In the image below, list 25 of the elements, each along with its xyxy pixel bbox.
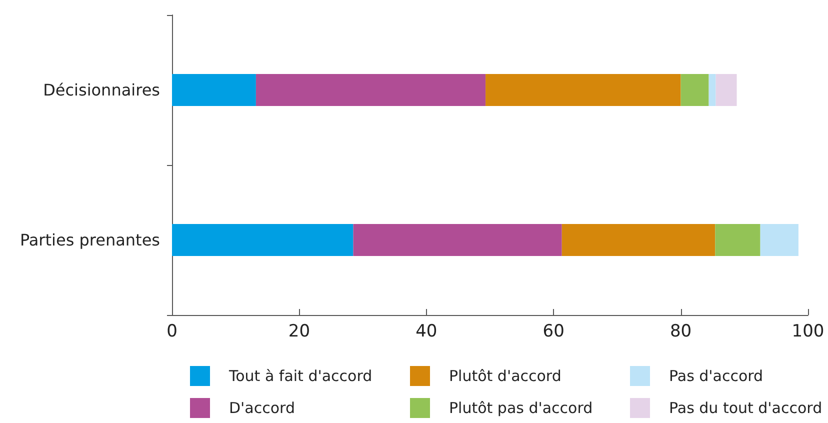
legend-label: Plutôt d'accord — [449, 367, 562, 385]
x-tick-label: 40 — [416, 322, 438, 342]
bar — [353, 224, 562, 256]
y-tick-label: Décisionnaires — [43, 80, 160, 100]
x-tick-label: 80 — [670, 322, 692, 342]
legend-label: Pas du tout d'accord — [669, 399, 822, 417]
bar — [486, 74, 681, 106]
bar — [760, 224, 798, 256]
x-tick-label: 0 — [166, 322, 178, 342]
bar — [172, 224, 354, 256]
x-tick-label: 20 — [288, 322, 310, 342]
x-tick-label: 60 — [542, 322, 564, 342]
bar — [708, 74, 716, 106]
legend-label: Plutôt pas d'accord — [449, 399, 593, 417]
y-tick-label: Parties prenantes — [20, 230, 160, 250]
bar — [172, 74, 256, 106]
legend-label: Pas d'accord — [669, 367, 764, 385]
bar — [562, 224, 716, 256]
legend-label: D'accord — [229, 399, 295, 417]
bar — [715, 224, 760, 256]
x-tick-label: 100 — [792, 322, 824, 342]
bar — [256, 74, 486, 106]
bar — [680, 74, 709, 106]
bar — [716, 74, 737, 106]
legend-label: Tout à fait d'accord — [228, 367, 372, 385]
